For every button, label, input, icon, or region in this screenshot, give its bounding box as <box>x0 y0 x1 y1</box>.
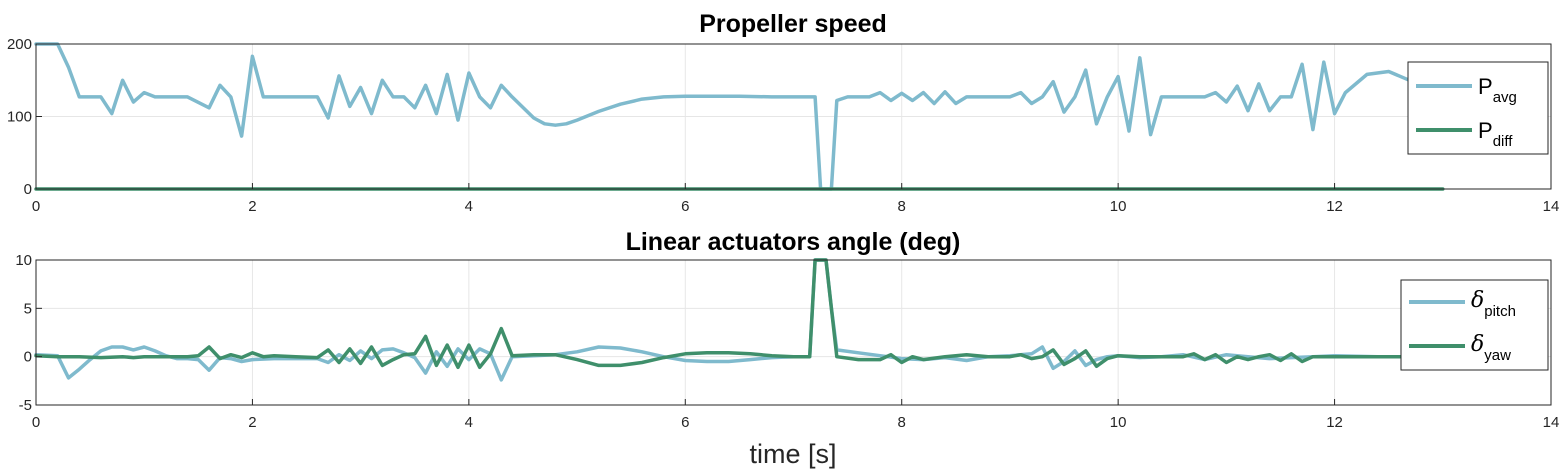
legend: Pavg Pdiff <box>1407 61 1549 155</box>
legend-label-dyaw: δyaw <box>1471 332 1511 364</box>
plot-area <box>36 260 1551 405</box>
y-tick-label: -5 <box>19 397 32 414</box>
y-tick-label: 200 <box>7 36 32 53</box>
x-tick-label: 6 <box>681 414 689 431</box>
x-tick-label: 6 <box>681 198 689 215</box>
tick-labels: 0 2 4 6 8 10 12 14 0 100 200 <box>7 36 1559 215</box>
y-tick-label: 100 <box>7 109 32 126</box>
y-tick-label: 10 <box>15 252 32 269</box>
x-tick-label: 2 <box>248 198 256 215</box>
x-tick-label: 4 <box>465 198 473 215</box>
y-tick-label: 0 <box>24 181 32 198</box>
x-tick-label: 0 <box>32 414 40 431</box>
x-tick-label: 14 <box>1543 198 1560 215</box>
chart-title: Linear actuators angle (deg) <box>626 228 961 256</box>
y-tick-label: 0 <box>24 349 32 366</box>
chart-title: Propeller speed <box>699 10 887 38</box>
y-tick-label: 5 <box>24 300 32 317</box>
x-axis-label: time [s] <box>749 439 836 469</box>
legend-label-pavg: Pavg <box>1478 74 1517 106</box>
legend: δpitch δyaw <box>1400 279 1549 371</box>
x-tick-label: 0 <box>32 198 40 215</box>
x-tick-label: 10 <box>1110 198 1127 215</box>
subplot-propeller-speed: Propeller speed 0 2 4 6 8 10 12 14 0 100 200 Pavg … <box>7 10 1559 215</box>
legend-label-pdiff: Pdiff <box>1478 118 1513 150</box>
x-tick-label: 12 <box>1326 414 1343 431</box>
series-line-Pavg <box>34 42 1445 191</box>
x-tick-label: 8 <box>898 198 906 215</box>
x-tick-label: 14 <box>1543 414 1560 431</box>
legend-box <box>1407 61 1549 155</box>
x-tick-label: 10 <box>1110 414 1127 431</box>
subplot-linear-actuators: Linear actuators angle (deg) 0 2 4 6 8 10 12 14… <box>15 228 1559 469</box>
legend-label-dpitch: δpitch <box>1471 288 1516 320</box>
x-tick-label: 12 <box>1326 198 1343 215</box>
series-lines <box>34 258 1445 382</box>
series-line-δpitch <box>34 258 1445 382</box>
legend-box <box>1400 279 1549 371</box>
x-tick-label: 4 <box>465 414 473 431</box>
axes-box <box>35 259 1552 406</box>
series-line-δyaw <box>34 258 1445 370</box>
x-tick-label: 8 <box>898 414 906 431</box>
x-tick-label: 2 <box>248 414 256 431</box>
